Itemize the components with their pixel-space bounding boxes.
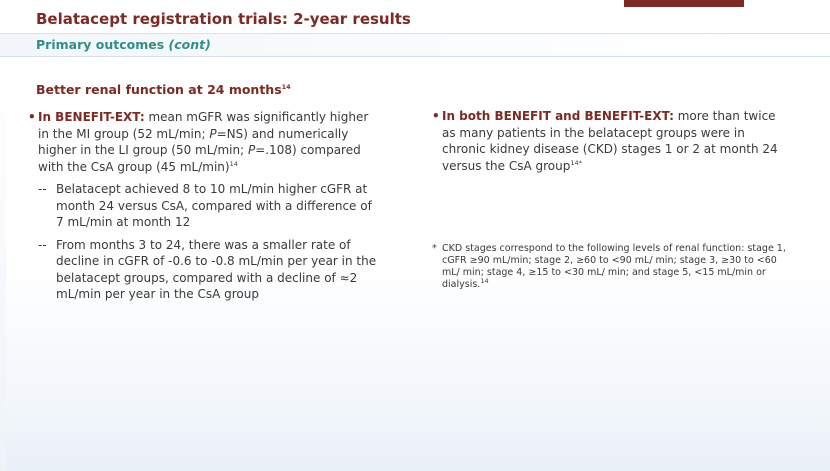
top-accent-bar — [624, 0, 744, 7]
bullet-ref: 14* — [570, 158, 582, 167]
sub-dash: -- — [38, 182, 47, 196]
bullet-benefit-both: • In both BENEFIT and BENEFIT-EXT: more … — [432, 108, 784, 174]
sub-bullet-text: Belatacept achieved 8 to 10 mL/min highe… — [56, 182, 372, 229]
subtitle-cont: (cont) — [168, 37, 211, 52]
bullet-ref: 14 — [229, 159, 238, 168]
footnote-star: * — [432, 243, 437, 254]
sub-bullet-cgfr-higher: -- Belatacept achieved 8 to 10 mL/min hi… — [28, 181, 380, 231]
section-heading-text: Better renal function at 24 months — [36, 82, 282, 97]
bullet-text-1: mean mGFR was significantly higher in th… — [38, 110, 369, 141]
section-heading: Better renal function at 24 months14 — [36, 82, 291, 97]
bullet-dot: • — [432, 109, 440, 123]
bullet-p-value-1: P — [209, 126, 217, 141]
page-subtitle: Primary outcomes (cont) — [36, 37, 211, 52]
left-column: • In BENEFIT-EXT: mean mGFR was signific… — [28, 109, 380, 303]
page-title: Belatacept registration trials: 2-year r… — [36, 10, 411, 28]
bullet-text-3: =.108) compared with the CsA group (45 m… — [38, 143, 361, 174]
bullet-text-2: =NS) and numerically higher in the LI gr… — [38, 126, 349, 158]
right-column: • In both BENEFIT and BENEFIT-EXT: more … — [432, 108, 784, 174]
bullet-p-value-2: P — [247, 143, 256, 157]
bullet-benefit-ext: • In BENEFIT-EXT: mean mGFR was signific… — [28, 109, 380, 175]
bullet-dot: • — [28, 110, 36, 124]
sub-dash: -- — [38, 237, 47, 252]
footnote-ckd-stages: * CKD stages correspond to the following… — [432, 243, 792, 291]
sub-bullet-cgfr-decline: -- From months 3 to 24, there was a smal… — [28, 237, 380, 303]
footnote-text: CKD stages correspond to the following l… — [442, 243, 786, 290]
section-heading-ref: 14 — [281, 82, 291, 91]
subtitle-text: Primary outcomes — [36, 37, 165, 52]
footnote-ref: 14 — [480, 276, 489, 285]
bullet-lead: In BENEFIT-EXT: — [38, 110, 145, 124]
left-edge-decoration — [0, 57, 6, 471]
subtitle-band — [0, 33, 830, 57]
sub-bullet-text: From months 3 to 24, there was a smaller… — [56, 237, 377, 302]
bullet-text: more than twice as many patients in the … — [442, 109, 778, 173]
bullet-lead: In both BENEFIT and BENEFIT-EXT: — [442, 109, 674, 123]
